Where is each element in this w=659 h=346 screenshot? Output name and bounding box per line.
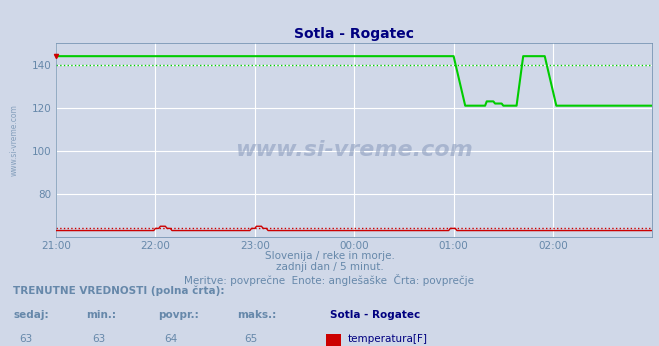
Text: Sotla - Rogatec: Sotla - Rogatec: [330, 310, 420, 320]
Text: www.si-vreme.com: www.si-vreme.com: [235, 140, 473, 160]
Text: 65: 65: [244, 334, 257, 344]
Text: 63: 63: [92, 334, 105, 344]
Text: maks.:: maks.:: [237, 310, 277, 320]
Text: min.:: min.:: [86, 310, 116, 320]
Text: temperatura[F]: temperatura[F]: [347, 334, 427, 344]
Text: sedaj:: sedaj:: [13, 310, 49, 320]
Text: Slovenija / reke in morje.: Slovenija / reke in morje.: [264, 251, 395, 261]
Text: www.si-vreme.com: www.si-vreme.com: [10, 104, 18, 176]
Text: TRENUTNE VREDNOSTI (polna črta):: TRENUTNE VREDNOSTI (polna črta):: [13, 285, 225, 296]
Text: zadnji dan / 5 minut.: zadnji dan / 5 minut.: [275, 262, 384, 272]
Title: Sotla - Rogatec: Sotla - Rogatec: [294, 27, 415, 41]
Text: Meritve: povprečne  Enote: anglešaške  Črta: povprečje: Meritve: povprečne Enote: anglešaške Črt…: [185, 274, 474, 286]
Text: 63: 63: [20, 334, 33, 344]
Text: 64: 64: [165, 334, 178, 344]
Text: povpr.:: povpr.:: [158, 310, 199, 320]
